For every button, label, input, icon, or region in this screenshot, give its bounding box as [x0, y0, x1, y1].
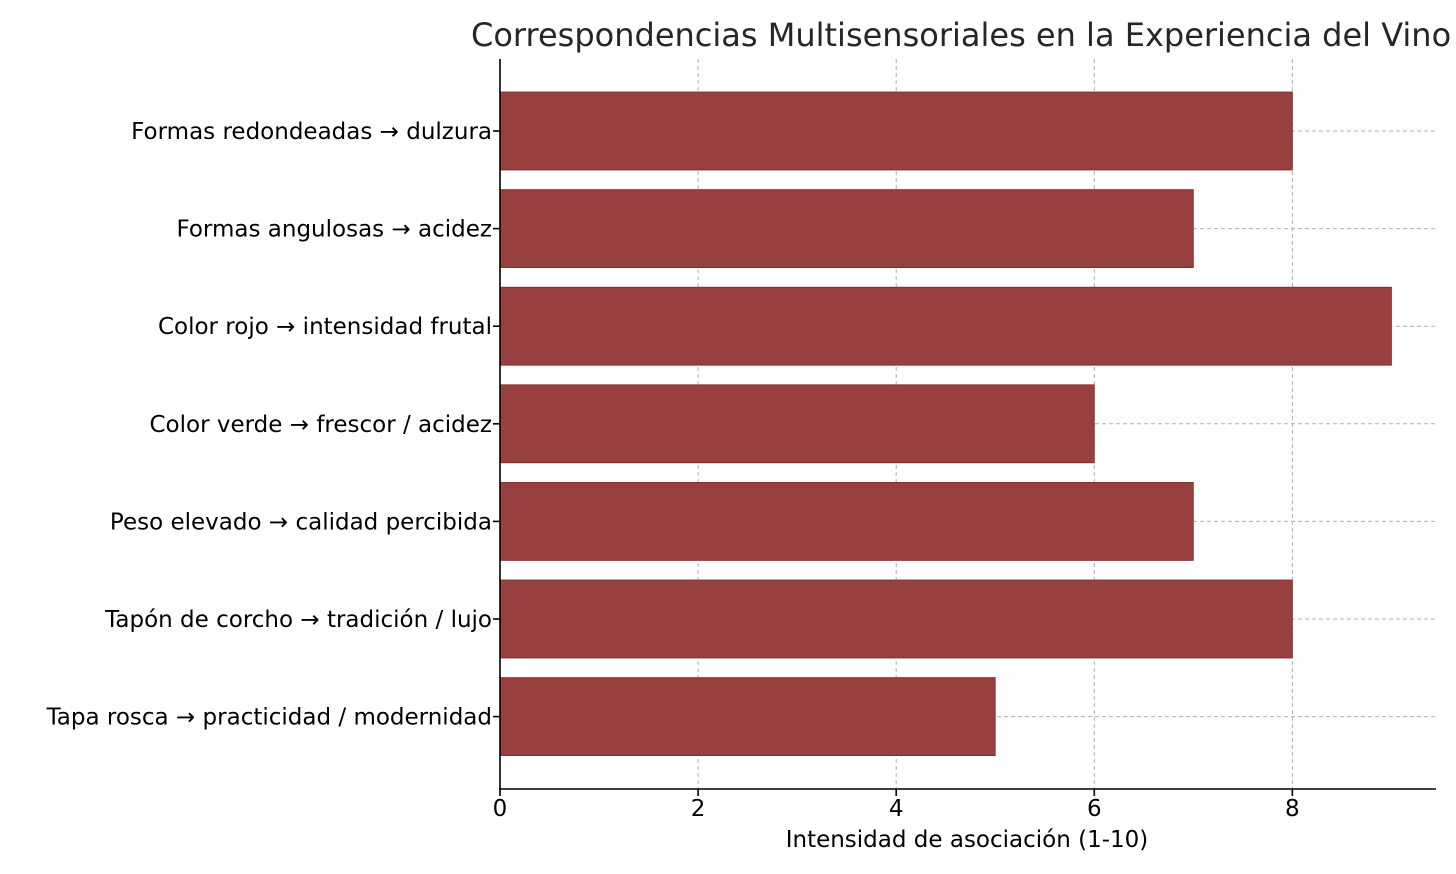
y-tick-label: Peso elevado → calidad percibida	[110, 509, 492, 535]
bar	[499, 286, 1392, 366]
bar	[499, 481, 1194, 561]
x-tick-label: 0	[493, 796, 508, 822]
chart-title: Correspondencias Multisensoriales en la …	[471, 16, 1451, 54]
bar	[499, 579, 1293, 659]
x-axis-label: Intensidad de asociación (1-10)	[786, 827, 1149, 853]
bars	[499, 91, 1392, 756]
bar	[499, 91, 1293, 171]
x-tick-labels: 0 2 4 6 8	[493, 789, 1300, 822]
y-tick-labels: Formas redondeadas → dulzura Formas angul…	[46, 119, 500, 731]
x-tick-label: 4	[889, 796, 904, 822]
x-tick-label: 6	[1087, 796, 1102, 822]
bar	[499, 384, 1095, 464]
bar	[499, 189, 1194, 269]
y-tick-label: Formas angulosas → acidez	[176, 217, 492, 243]
y-tick-label: Formas redondeadas → dulzura	[131, 119, 492, 145]
x-tick-label: 2	[691, 796, 706, 822]
y-tick-label: Tapa rosca → practicidad / modernidad	[46, 705, 492, 731]
y-tick-label: Color rojo → intensidad frutal	[158, 314, 492, 340]
y-tick-label: Color verde → frescor / acidez	[150, 412, 493, 438]
y-tick-label: Tapón de corcho → tradición / lujo	[104, 607, 492, 633]
bar	[499, 677, 996, 756]
x-tick-label: 8	[1285, 796, 1300, 822]
